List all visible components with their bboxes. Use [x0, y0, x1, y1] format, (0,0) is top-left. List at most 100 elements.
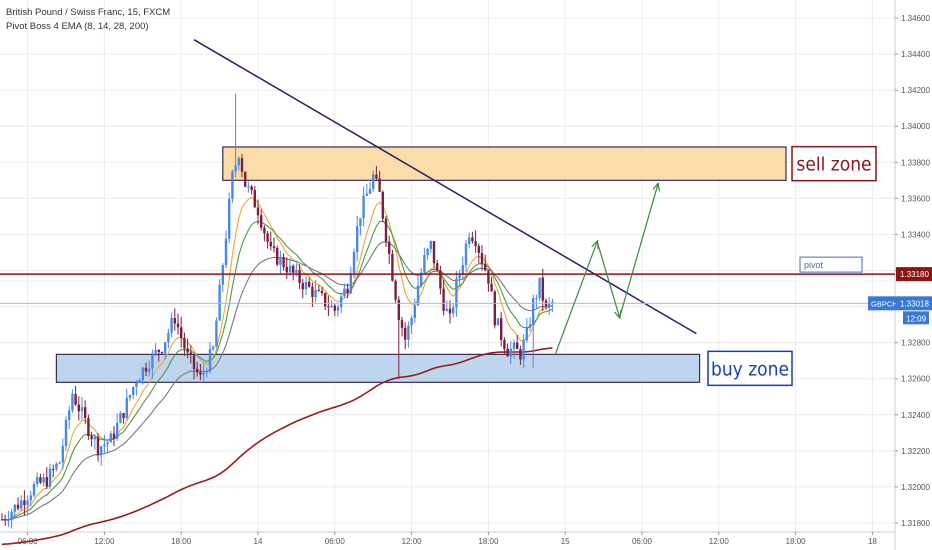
candle: [71, 389, 74, 414]
time-tick-label: 18: [868, 537, 877, 546]
candle-body: [388, 241, 391, 254]
candle: [4, 514, 7, 527]
candle: [535, 294, 538, 309]
candle-body: [506, 348, 509, 357]
candle: [272, 237, 276, 253]
candle: [263, 225, 266, 242]
price-tick-label: 1.32400: [901, 411, 930, 420]
ema-14-line: [1, 220, 553, 521]
candle-body: [244, 171, 247, 187]
candle: [148, 360, 151, 377]
candle: [282, 253, 285, 271]
candle-body: [362, 195, 365, 219]
candle-body: [154, 349, 157, 354]
ema-200-line: [1, 347, 553, 546]
candle: [7, 510, 10, 527]
candle-body: [141, 367, 144, 381]
candle-body: [400, 320, 404, 328]
candle: [391, 249, 394, 282]
candle: [448, 300, 452, 324]
candle: [61, 438, 64, 470]
candle: [45, 467, 48, 490]
candle-body: [493, 291, 496, 326]
candle: [301, 278, 304, 299]
candle: [205, 367, 208, 378]
candle-body: [413, 305, 416, 318]
candle-body: [308, 281, 311, 287]
candle-body: [356, 226, 359, 252]
candle-body: [372, 174, 375, 189]
candle-body: [512, 342, 516, 349]
candle-body: [87, 417, 90, 437]
candle: [26, 495, 29, 516]
price-tick-label: 1.32000: [901, 483, 930, 492]
candle-body: [61, 445, 64, 463]
candle-body: [250, 186, 253, 191]
candle: [154, 343, 157, 357]
projection-segment: [555, 242, 598, 354]
candle: [436, 259, 439, 271]
candle: [39, 473, 42, 485]
candle-body: [528, 324, 532, 328]
candle-body: [192, 354, 196, 369]
candle: [474, 230, 477, 253]
candle-body: [384, 218, 388, 242]
candle-body: [525, 327, 528, 341]
candle: [122, 412, 125, 424]
grid: [0, 0, 895, 532]
candle-body: [247, 186, 250, 188]
candle-body: [276, 247, 279, 265]
candle: [279, 250, 282, 276]
candle: [189, 345, 192, 364]
candle: [119, 411, 122, 424]
candle: [84, 400, 87, 424]
candle-body: [439, 270, 442, 289]
candle-body: [416, 285, 420, 306]
candle-body: [336, 306, 340, 311]
time-tick-label: 12:00: [94, 537, 115, 546]
candle: [64, 416, 68, 451]
candle-body: [352, 251, 356, 274]
candle: [397, 296, 400, 379]
candle: [477, 243, 480, 264]
candle: [490, 276, 493, 292]
candle: [500, 312, 503, 347]
candle: [202, 362, 205, 383]
candle-body: [138, 380, 141, 384]
candle-body: [343, 288, 346, 297]
candle: [52, 464, 55, 478]
candle-body: [500, 318, 503, 340]
time-tick-label: 14: [254, 537, 263, 546]
candle: [128, 394, 132, 401]
candle: [407, 321, 410, 348]
candle-body: [42, 477, 45, 483]
time-tick-label: 12:00: [709, 537, 730, 546]
candle-body: [420, 272, 423, 286]
candle-body: [221, 265, 224, 285]
candle-body: [509, 348, 512, 357]
candle-body: [458, 273, 461, 279]
candle: [240, 153, 244, 178]
candle-body: [346, 288, 349, 294]
projection-segment: [619, 184, 658, 318]
time-tick-label: 18:00: [478, 537, 499, 546]
candle: [362, 186, 365, 227]
candle: [378, 170, 381, 192]
candle: [157, 349, 160, 362]
candle: [384, 215, 388, 248]
candle-body: [103, 444, 106, 447]
candle: [324, 292, 327, 311]
candle: [426, 247, 429, 261]
candle-body: [58, 462, 61, 464]
sell-zone-label-box: [791, 145, 877, 182]
candle: [304, 276, 308, 295]
candle: [506, 343, 509, 357]
candle: [80, 397, 84, 421]
candle-body: [404, 327, 407, 340]
projection-arrows: [555, 184, 658, 354]
candle: [445, 300, 448, 312]
candle: [410, 315, 413, 334]
candle: [308, 277, 311, 288]
candle: [247, 181, 250, 193]
